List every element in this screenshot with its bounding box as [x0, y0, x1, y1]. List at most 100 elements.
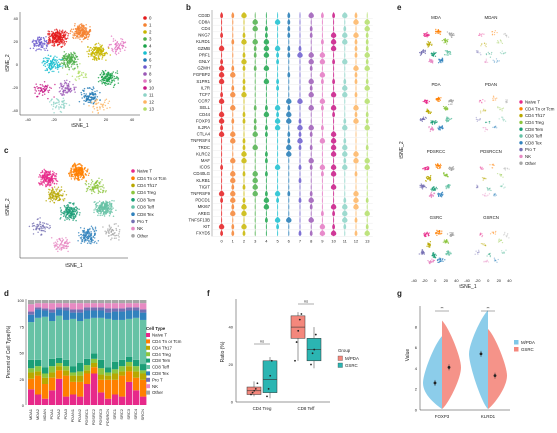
- violin-mark: [264, 31, 268, 39]
- violin-mark: [355, 210, 357, 217]
- tsne-point: [442, 258, 444, 260]
- tsne-point: [110, 204, 113, 206]
- tsne-point: [45, 61, 48, 64]
- panel-label-b: b: [186, 3, 191, 12]
- tsne-point: [59, 40, 61, 42]
- tsne-point: [488, 122, 491, 124]
- tsne-point: [45, 179, 47, 182]
- tsne-point: [74, 67, 76, 69]
- tsne-point: [422, 167, 424, 170]
- violin-mark: [310, 45, 312, 52]
- tsne-point: [440, 233, 442, 235]
- violin-mark: [220, 91, 224, 98]
- tsne-point: [501, 110, 503, 112]
- tsne-point: [72, 208, 75, 210]
- violin-mark: [355, 25, 357, 32]
- tsne-point: [436, 229, 438, 232]
- tsne-point: [59, 243, 62, 245]
- tsne-point: [98, 182, 100, 184]
- tsne-point: [426, 44, 429, 46]
- tsne-point: [86, 235, 88, 238]
- tsne-point: [94, 48, 97, 51]
- tsne-point: [448, 252, 450, 254]
- tsne-point: [67, 60, 69, 62]
- tsne-point: [435, 28, 437, 31]
- tsne-point: [89, 92, 91, 94]
- tsne-point: [82, 76, 85, 79]
- violin-mark: [241, 58, 247, 65]
- tsne-point: [80, 164, 83, 166]
- violin-mark: [319, 58, 326, 65]
- tsne-point: [49, 178, 52, 181]
- tsne-point: [79, 70, 81, 73]
- violin-mark: [343, 137, 347, 144]
- tsne-point: [489, 120, 491, 123]
- tsne-point: [97, 240, 100, 242]
- bar-segment: [56, 303, 63, 308]
- tsne-point: [47, 60, 49, 62]
- tsne-point: [81, 178, 83, 181]
- violin-mark: [320, 210, 324, 217]
- tsne-point: [494, 126, 496, 128]
- violin-mark: [264, 157, 268, 164]
- violin-mark: [299, 78, 301, 85]
- sample-label: PDSRC2: [91, 408, 96, 425]
- tsne-point: [81, 97, 83, 99]
- tsne-point: [479, 234, 482, 236]
- violin-mark: [308, 51, 314, 59]
- tsne-point: [67, 215, 70, 217]
- gene-label: TNFRSF9: [191, 191, 211, 196]
- violin-mark: [265, 183, 267, 190]
- tsne-point: [56, 188, 59, 190]
- violin-mark: [330, 137, 337, 144]
- tsne-point: [88, 228, 91, 231]
- violin-mark: [309, 130, 313, 138]
- tsne-point: [440, 194, 442, 196]
- tsne-point: [450, 53, 452, 55]
- bar-segment: [112, 379, 119, 395]
- tsne-point: [84, 76, 86, 79]
- bar-segment: [91, 373, 98, 405]
- tsne-point: [494, 126, 496, 129]
- violin-mark: [253, 51, 257, 59]
- tsne-point: [118, 239, 120, 241]
- bar-segment: [49, 312, 56, 321]
- bar-segment: [35, 375, 42, 395]
- tsne-point: [61, 241, 63, 243]
- bar-segment: [119, 308, 126, 312]
- tsne-point: [500, 185, 502, 188]
- tsne-point: [72, 203, 75, 206]
- tsne-point: [96, 209, 99, 211]
- tsne-point: [40, 227, 43, 229]
- tsne-point: [434, 163, 437, 166]
- legend-label: CD4 Th17: [152, 345, 172, 350]
- violin-mark: [310, 177, 312, 184]
- tsne-point: [82, 38, 85, 41]
- tsne-point: [50, 236, 53, 239]
- tsne-point: [72, 54, 74, 56]
- violin-mark: [263, 64, 270, 72]
- tsne-point: [491, 167, 494, 169]
- tsne-point: [57, 39, 60, 42]
- tsne-point: [446, 108, 449, 110]
- tsne-point: [82, 34, 84, 36]
- violin-mark: [286, 150, 292, 158]
- violin-mark: [364, 124, 370, 131]
- tsne-point: [426, 168, 429, 170]
- tsne-point: [74, 37, 77, 39]
- tsne-point: [89, 87, 91, 89]
- tsne-point: [117, 82, 120, 84]
- tsne-point: [49, 41, 52, 44]
- tsne-point: [87, 32, 90, 35]
- tsne-point: [114, 47, 116, 50]
- tsne-point: [38, 36, 41, 39]
- violin-mark: [264, 170, 268, 177]
- tsne-point: [97, 57, 100, 59]
- tsne-point: [48, 57, 50, 60]
- tsne-point: [483, 177, 485, 180]
- tsne-point: [476, 186, 478, 188]
- tsne-point: [105, 209, 107, 211]
- tsne-point: [66, 238, 68, 241]
- tsne-point: [41, 184, 44, 186]
- tsne-point: [62, 65, 64, 67]
